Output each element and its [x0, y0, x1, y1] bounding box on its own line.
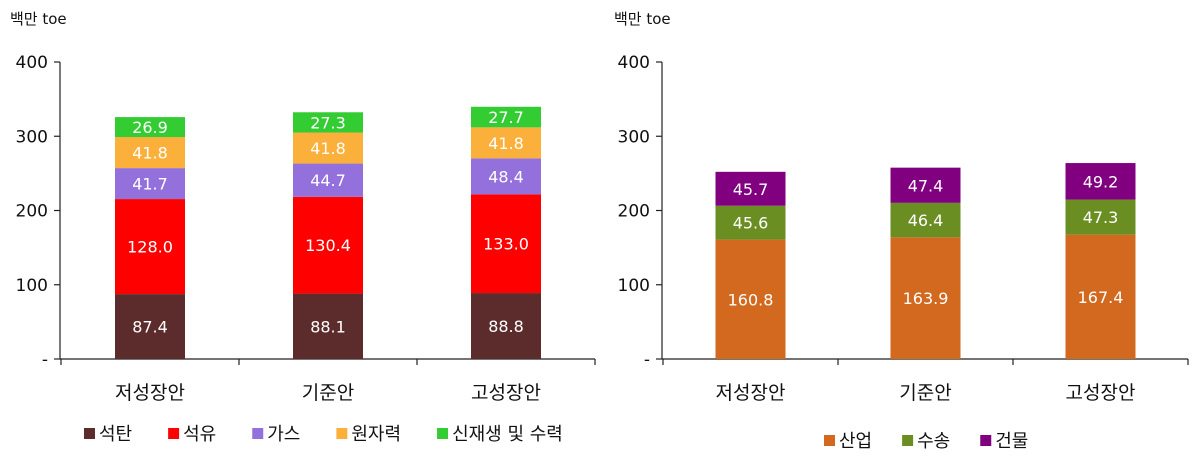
bar-segment [293, 163, 363, 197]
bar-segment [293, 196, 363, 294]
data-label: 41.7 [132, 175, 168, 194]
bar-segment [115, 168, 185, 200]
data-label: 26.9 [132, 118, 168, 137]
legend-swatch [824, 435, 835, 446]
bar-segment [115, 199, 185, 295]
data-label: 163.9 [903, 289, 949, 308]
bar-segment [715, 205, 786, 240]
bar-segment [471, 158, 541, 195]
data-label: 48.4 [488, 167, 524, 186]
bar-segment [715, 239, 786, 359]
bar-segment [293, 112, 363, 133]
data-label: 41.8 [488, 134, 524, 153]
data-label: 45.6 [733, 214, 769, 233]
legend-entry: 원자력 [351, 424, 401, 445]
legend-entry: 산업 [839, 431, 872, 452]
y-tick-label: 400 [618, 53, 650, 73]
data-label: 160.8 [728, 290, 774, 309]
data-label: 44.7 [310, 171, 346, 190]
x-tick-label: 고성장안 [1066, 382, 1136, 404]
legend-swatch [336, 428, 348, 439]
data-label: 47.3 [1083, 208, 1119, 227]
bar-segment [890, 202, 961, 238]
y-tick-label: 200 [16, 202, 48, 222]
x-tick-label: 기준안 [899, 382, 951, 404]
bar-segment [890, 167, 961, 203]
legend-entry: 신재생 및 수력 [452, 424, 563, 445]
bar-segment [890, 237, 961, 359]
data-label: 27.7 [488, 108, 524, 127]
unit-label: 백만 toe [614, 10, 671, 28]
bar-segment [115, 294, 185, 359]
legend-entry: 석유 [183, 424, 216, 445]
legend-entry: 석탄 [99, 424, 132, 445]
bar-segment [471, 106, 541, 128]
data-label: 130.4 [305, 236, 351, 255]
data-label: 41.8 [310, 139, 346, 158]
y-tick-label: 300 [16, 127, 48, 147]
y-tick-label: 100 [618, 276, 650, 296]
bar-segment [115, 137, 185, 169]
legend-swatch [902, 435, 914, 446]
data-label: 133.0 [483, 235, 529, 254]
bar-segment [115, 117, 185, 138]
y-tick-label: 100 [16, 276, 48, 296]
bar-segment [471, 127, 541, 159]
legend-entry: 가스 [267, 424, 300, 445]
bar-segment [1065, 234, 1136, 359]
bar-segment [471, 194, 541, 294]
bar-segment [293, 293, 363, 359]
data-label: 47.4 [908, 176, 944, 195]
bar-segment [293, 132, 363, 164]
bar-segment [715, 171, 786, 206]
data-label: 87.4 [132, 318, 168, 337]
y-tick-label: - [42, 350, 48, 370]
legend-swatch [252, 428, 264, 439]
x-tick-label: 저성장안 [115, 382, 185, 404]
data-label: 27.3 [310, 113, 346, 132]
y-tick-label: 300 [618, 127, 650, 147]
legend-swatch [437, 428, 449, 439]
data-label: 88.1 [310, 317, 346, 336]
data-label: 88.8 [488, 317, 524, 336]
legend-swatch [168, 428, 180, 439]
data-label: 45.7 [733, 180, 769, 199]
unit-label: 백만 toe [10, 10, 67, 28]
data-label: 41.8 [132, 144, 168, 163]
bar-segment [471, 293, 541, 359]
data-label: 128.0 [127, 238, 173, 257]
legend-entry: 건물 [995, 431, 1028, 452]
data-label: 46.4 [908, 211, 944, 230]
legend-entry: 수송 [917, 431, 950, 452]
data-label: 49.2 [1083, 172, 1119, 191]
y-tick-label: 200 [618, 202, 650, 222]
data-label: 167.4 [1078, 288, 1124, 307]
bar-segment [1065, 199, 1136, 235]
y-tick-label: 400 [16, 53, 48, 73]
legend-swatch [980, 435, 992, 446]
x-tick-label: 저성장안 [716, 382, 786, 404]
x-tick-label: 고성장안 [471, 382, 541, 404]
y-tick-label: - [644, 350, 650, 370]
legend-swatch [84, 428, 95, 439]
bar-segment [1065, 163, 1136, 200]
x-tick-label: 기준안 [302, 382, 354, 404]
